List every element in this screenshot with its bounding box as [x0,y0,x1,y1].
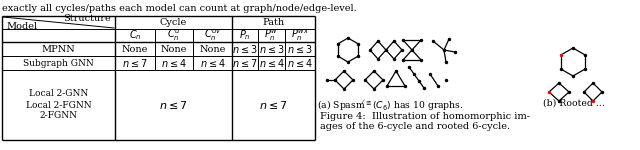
Text: None: None [161,45,187,54]
Text: MPNN: MPNN [42,45,76,54]
Text: $n\leq3$: $n\leq3$ [259,43,284,55]
Text: Structure: Structure [63,14,111,23]
Text: $P_n^{wx}$: $P_n^{wx}$ [291,28,309,43]
Text: $C_n^{uv}$: $C_n^{uv}$ [204,28,221,43]
Text: (a) Spasm$^{\not\cong}(C_6)$ has 10 graphs.: (a) Spasm$^{\not\cong}(C_6)$ has 10 grap… [317,99,463,114]
Text: Cycle: Cycle [160,18,187,27]
Text: $n\leq7$: $n\leq7$ [122,57,148,69]
Text: $n\leq7$: $n\leq7$ [232,57,258,69]
Text: $n\leq3$: $n\leq3$ [232,43,258,55]
Text: $P_n$: $P_n$ [239,29,251,42]
Text: $n\leq3$: $n\leq3$ [287,43,313,55]
Text: $n\leq4$: $n\leq4$ [287,57,313,69]
Text: 2-FGNN: 2-FGNN [40,111,77,120]
Text: None: None [199,45,226,54]
Text: Path: Path [262,18,285,27]
Text: Model: Model [6,22,37,31]
Text: exactly all cycles/paths each model can count at graph/node/edge-level.: exactly all cycles/paths each model can … [2,4,356,13]
Text: $C_n^u$: $C_n^u$ [167,28,180,43]
Text: Figure 4:  Illustration of homomorphic im-: Figure 4: Illustration of homomorphic im… [320,112,530,121]
Text: $n\leq4$: $n\leq4$ [161,57,187,69]
Text: ages of the 6-cycle and rooted 6-cycle.: ages of the 6-cycle and rooted 6-cycle. [320,122,510,131]
Text: (b) Rooted ...: (b) Rooted ... [543,99,605,108]
Text: $P_n^w$: $P_n^w$ [264,28,278,43]
Text: $n\leq4$: $n\leq4$ [259,57,284,69]
Text: Local 2-GNN: Local 2-GNN [29,90,88,99]
Text: Local 2-FGNN: Local 2-FGNN [26,100,92,109]
Text: $n\leq4$: $n\leq4$ [200,57,225,69]
Text: $C_n$: $C_n$ [129,29,141,42]
Text: Subgraph GNN: Subgraph GNN [23,58,94,68]
Text: $n\leq7$: $n\leq7$ [159,99,188,111]
Text: $n\leq7$: $n\leq7$ [259,99,288,111]
Text: None: None [122,45,148,54]
